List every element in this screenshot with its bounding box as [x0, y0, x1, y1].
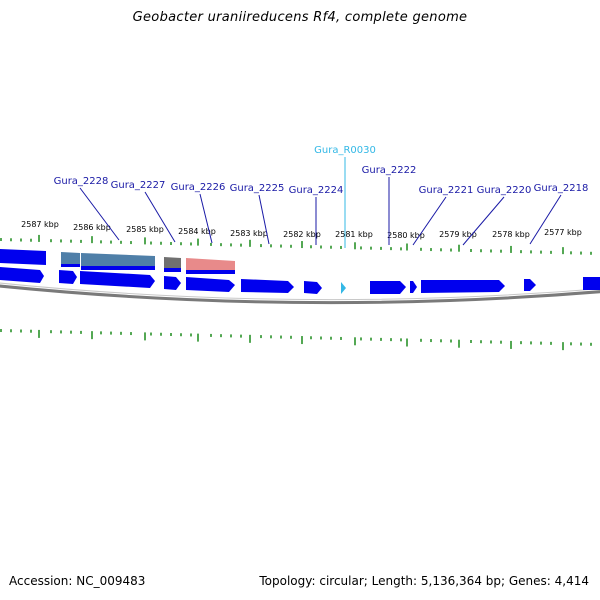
scale-label: 2581 kbp	[335, 230, 373, 239]
accession-label: Accession: NC_009483	[9, 574, 146, 588]
leader-line	[258, 194, 270, 245]
scale-label: 2577 kbp	[544, 228, 582, 237]
gene-label[interactable]: Gura_2226	[171, 182, 226, 193]
scale-label: 2587 kbp	[21, 220, 59, 229]
upper-scale-ticks	[0, 234, 592, 255]
leader-line	[144, 191, 176, 243]
cds-forward-3[interactable]	[80, 271, 155, 288]
cds-forward-7[interactable]	[304, 281, 322, 294]
cds-forward-11[interactable]	[524, 279, 536, 291]
leader-line	[529, 194, 562, 245]
cds-forward-8[interactable]	[370, 281, 406, 294]
lower-scale-ticks	[0, 329, 592, 351]
trna-gura-r0030[interactable]	[341, 282, 346, 294]
highlight-band-gura-2228[interactable]	[61, 252, 80, 266]
cds-reverse-2226-edge[interactable]	[164, 268, 181, 272]
scale-label: 2582 kbp	[283, 230, 321, 239]
cds-forward-1[interactable]	[0, 267, 44, 283]
highlight-band-gura-2226[interactable]	[164, 257, 181, 271]
cds-forward-10[interactable]	[421, 280, 505, 293]
gene-label[interactable]: Gura_2224	[289, 185, 344, 196]
cds-reverse-left[interactable]	[0, 249, 46, 265]
leader-line	[412, 196, 447, 246]
gene-label[interactable]: Gura_2222	[362, 165, 417, 176]
scale-label: 2585 kbp	[126, 225, 164, 234]
gene-label[interactable]: Gura_2225	[230, 183, 285, 194]
genome-stats-label: Topology: circular; Length: 5,136,364 bp…	[259, 574, 589, 588]
scale-label: 2578 kbp	[492, 230, 530, 239]
scale-labels: 2587 kbp 2586 kbp 2585 kbp 2584 kbp 2583 kbp…	[21, 220, 582, 240]
cds-forward-4[interactable]	[164, 276, 181, 290]
genome-title: Geobacter uraniireducens Rf4, complete g…	[132, 10, 468, 25]
cds-forward-5[interactable]	[186, 277, 235, 292]
highlight-bands	[61, 252, 235, 273]
gene-label[interactable]: Gura_2228	[54, 176, 109, 187]
leader-line	[79, 187, 120, 241]
scale-label: 2583 kbp	[230, 229, 268, 238]
gene-labels: Gura_2228 Gura_2227 Gura_2226 Gura_2225 Gura…	[54, 145, 589, 196]
cds-reverse-2228-edge[interactable]	[61, 264, 80, 267]
gene-label[interactable]: Gura_R0030	[314, 145, 376, 156]
reverse-strand-genes	[0, 249, 235, 274]
highlight-band-gura-2227[interactable]	[81, 253, 155, 270]
highlight-band-gura-2225[interactable]	[186, 258, 235, 273]
scale-label: 2580 kbp	[387, 231, 425, 240]
gene-leader-lines	[79, 157, 562, 248]
scale-label: 2579 kbp	[439, 230, 477, 239]
cds-forward-12[interactable]	[583, 277, 600, 290]
gene-label[interactable]: Gura_2227	[111, 180, 166, 191]
cds-reverse-2225-edge[interactable]	[186, 270, 235, 274]
cds-forward-6[interactable]	[241, 279, 294, 293]
gene-label[interactable]: Gura_2221	[419, 185, 474, 196]
forward-strand-genes	[0, 267, 600, 294]
scale-label: 2584 kbp	[178, 227, 216, 236]
genome-backbone-highlight	[0, 282, 600, 301]
genome-backbone	[0, 284, 600, 305]
cds-reverse-2227-edge[interactable]	[81, 266, 155, 270]
scale-label: 2586 kbp	[73, 223, 111, 232]
gene-label[interactable]: Gura_2220	[477, 185, 532, 196]
leader-line	[199, 193, 213, 244]
cds-forward-2[interactable]	[59, 270, 77, 284]
gene-label[interactable]: Gura_2218	[534, 183, 589, 194]
cds-forward-9[interactable]	[410, 281, 417, 293]
leader-line	[462, 196, 505, 246]
